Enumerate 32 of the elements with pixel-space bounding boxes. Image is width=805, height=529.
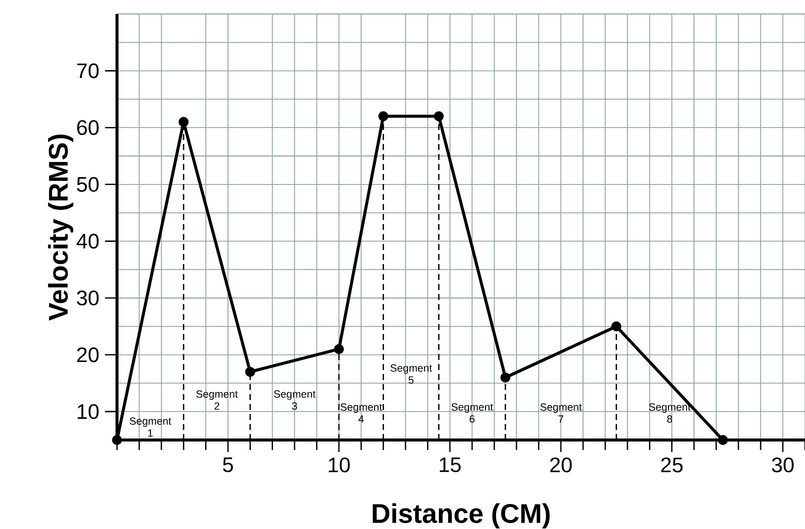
y-tick-label: 40	[76, 234, 99, 249]
point	[334, 344, 344, 354]
y-tick-label: 10	[78, 404, 99, 420]
y-tick-label: 70	[77, 63, 99, 78]
y-axis-title: Velocity (RMS)	[48, 134, 74, 321]
annotation: Segment 7	[540, 403, 582, 423]
x-tick-label: 15	[440, 458, 461, 472]
point	[500, 372, 510, 383]
point	[378, 111, 388, 122]
point	[178, 116, 189, 127]
y-tick-label: 60	[77, 120, 99, 136]
annotation: Segment 4	[340, 403, 382, 423]
point	[434, 111, 444, 122]
x-axis-title: Distance (CM)	[372, 503, 550, 528]
x-tick-label: 20	[550, 458, 572, 472]
y-tick-label: 50	[76, 176, 99, 192]
y-tick-label: 20	[77, 347, 99, 362]
x-tick-label: 25	[661, 458, 683, 472]
point	[112, 434, 122, 445]
annotation: Segment 3	[274, 390, 316, 410]
annotation: Segment 6	[452, 403, 494, 423]
x-tick-label: 5	[222, 458, 233, 472]
point	[245, 366, 256, 377]
x-tick-label: 30	[772, 458, 794, 472]
x-tick-label: 10	[328, 458, 350, 472]
annotation: Segment 2	[196, 390, 238, 410]
annotation: Segment 1	[130, 417, 172, 437]
point	[718, 434, 728, 445]
point	[611, 321, 622, 332]
annotation: Segment 8	[649, 403, 691, 423]
y-tick-label: 30	[76, 290, 99, 306]
annotation: Segment 5	[390, 364, 432, 384]
